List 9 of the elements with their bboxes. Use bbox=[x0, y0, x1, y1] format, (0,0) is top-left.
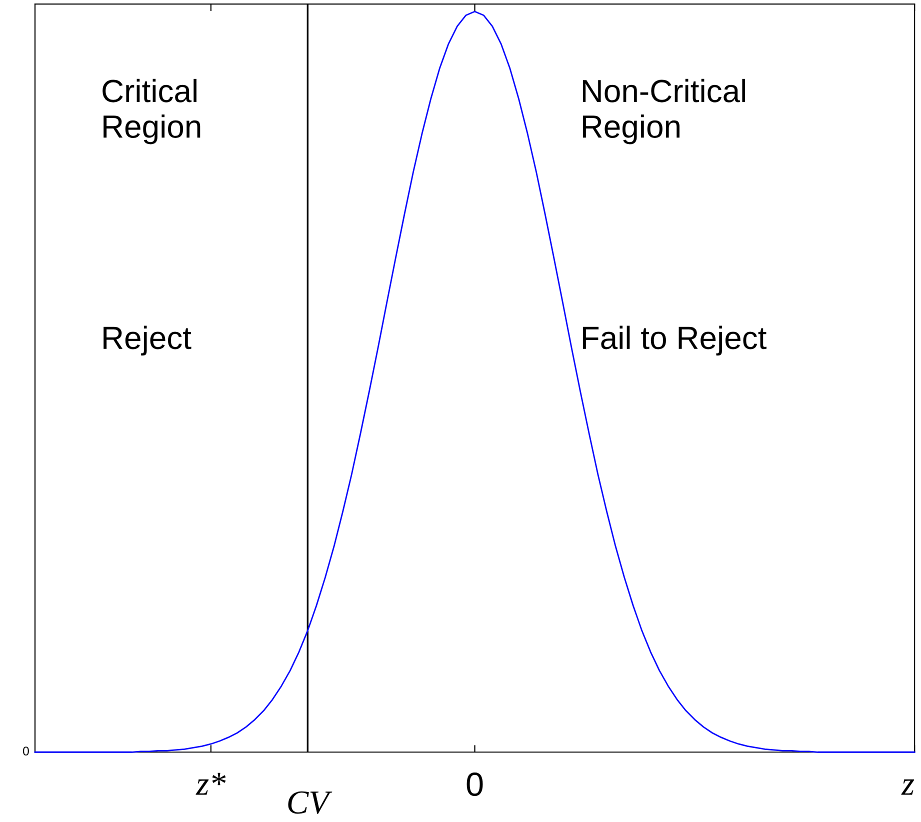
x-tick-label: 0 bbox=[466, 772, 483, 796]
x-tick-label: z* bbox=[196, 772, 226, 795]
annotation: Critical Region bbox=[102, 78, 200, 144]
x-tick-label: z bbox=[901, 779, 914, 795]
x-tick-label: CV bbox=[288, 791, 332, 814]
annotation: Reject bbox=[104, 326, 192, 356]
annotation: Non-Critical Region bbox=[582, 78, 746, 144]
text: 0 bbox=[22, 746, 29, 756]
annotation: Fail to Reject bbox=[582, 326, 766, 356]
